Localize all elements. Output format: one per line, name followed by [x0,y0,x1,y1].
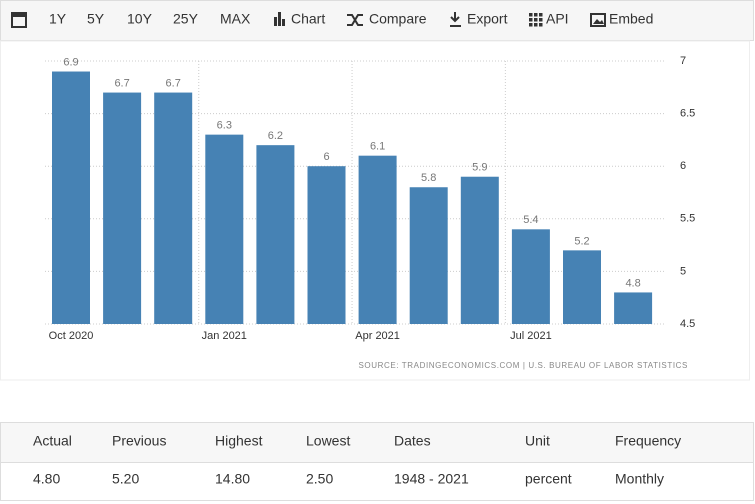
action-button[interactable]: Compare [369,11,427,27]
table-cell: 5.20 [112,471,139,487]
bar [460,176,499,324]
table-cell: 1948 - 2021 [394,471,469,487]
table-header-cell: Lowest [306,433,350,449]
api-icon [529,13,543,27]
action-button[interactable]: Export [467,11,508,27]
range-button[interactable]: 25Y [173,11,199,27]
bar [52,71,90,325]
bar [563,250,601,324]
data-label: 5.8 [421,172,436,184]
table-cell: Monthly [615,471,664,487]
table-row [0,462,754,501]
table-header-cell: Frequency [615,433,681,449]
table-cell: 4.80 [33,471,60,487]
table-header [0,422,754,463]
embed-icon-picture [593,19,604,24]
data-label: 6.7 [114,77,129,89]
bar [358,155,397,324]
bar [256,145,295,324]
y-tick-label: 7 [680,55,686,67]
compare-icon [347,14,363,26]
data-label: 5.4 [523,214,538,226]
table-cell: percent [525,471,572,487]
y-tick-label: 6 [680,160,686,172]
chart-icon [282,19,285,26]
y-tick-label: 5.5 [680,213,695,225]
data-label: 6.2 [268,130,283,142]
range-button[interactable]: MAX [220,11,251,27]
table-header-cell: Unit [525,433,550,449]
data-label: 6.9 [63,56,78,68]
action-button[interactable]: Embed [609,11,653,27]
data-label: 6.1 [370,141,385,153]
action-button[interactable]: Chart [291,11,325,27]
table-cell: 2.50 [306,471,333,487]
data-label: 5.2 [574,235,589,247]
x-tick-label: Jan 2021 [202,330,247,342]
export-icon [450,12,461,27]
bar [154,92,193,324]
range-button[interactable]: 1Y [49,11,67,27]
bar [614,292,653,324]
range-button[interactable]: 5Y [87,11,105,27]
x-tick-label: Jul 2021 [510,330,552,342]
y-tick-label: 6.5 [680,108,695,120]
x-tick-label: Apr 2021 [355,330,400,342]
table-header-cell: Actual [33,433,72,449]
range-button[interactable]: 10Y [127,11,153,27]
data-label: 6.7 [166,77,181,89]
data-label: 4.8 [625,277,640,289]
action-button[interactable]: API [546,11,569,27]
y-tick-label: 4.5 [680,318,695,330]
bar [103,92,142,324]
data-label: 6.3 [217,120,232,132]
chart-icon [278,12,281,26]
calendar-icon-top [12,13,26,17]
bar [205,134,244,324]
table-cell: 14.80 [215,471,250,487]
bar [307,166,346,324]
embed-icon [590,13,606,27]
table-header-cell: Highest [215,433,263,449]
table-header-cell: Dates [394,433,431,449]
bar [409,187,448,324]
toolbar-icons [11,12,606,28]
source-note: SOURCE: TRADINGECONOMICS.COM | U.S. BURE… [358,361,688,370]
table-header-cell: Previous [112,433,166,449]
chart-icon [274,17,277,26]
data-label: 5.9 [472,162,487,174]
y-tick-label: 5 [680,265,686,277]
data-label: 6 [323,151,329,163]
x-tick-label: Oct 2020 [49,330,94,342]
bar [511,229,550,324]
toolbar [0,0,754,41]
